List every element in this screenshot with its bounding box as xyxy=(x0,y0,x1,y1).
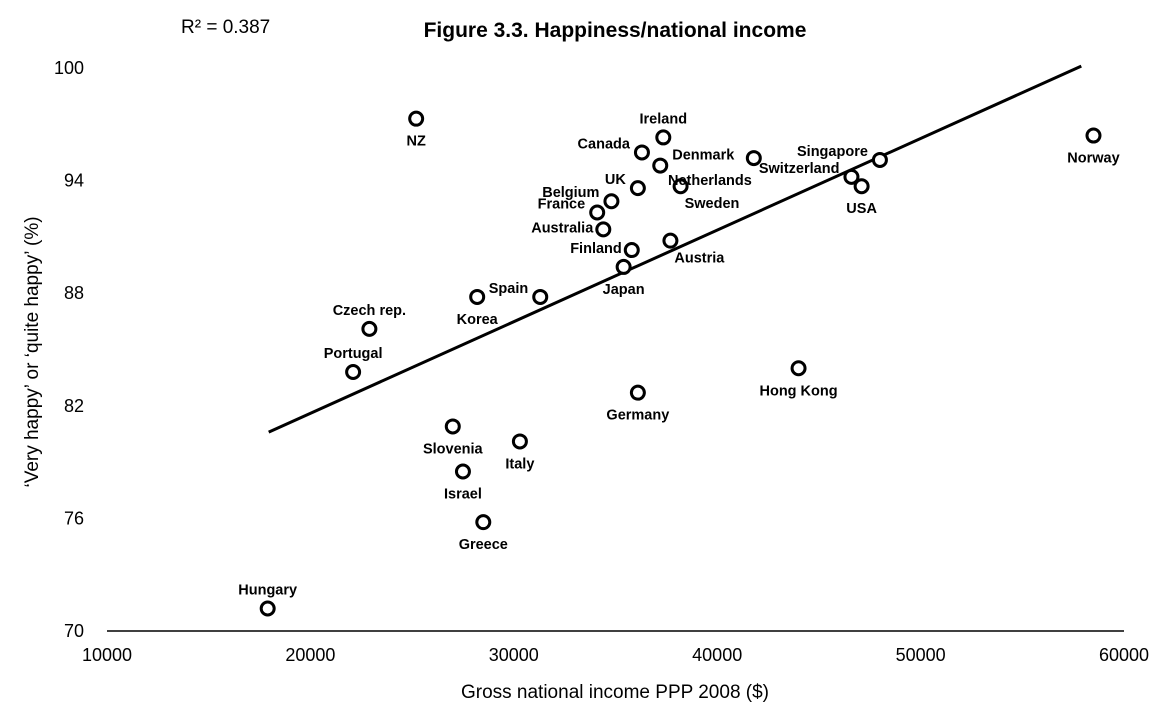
data-point xyxy=(629,384,646,401)
data-point xyxy=(871,151,888,168)
x-axis-label: Gross national income PPP 2008 ($) xyxy=(461,682,769,703)
x-tick-label: 50000 xyxy=(896,645,946,665)
x-tick-label: 20000 xyxy=(285,645,335,665)
x-tick-label: 40000 xyxy=(692,645,742,665)
data-point-label: Ireland xyxy=(640,111,688,127)
data-point xyxy=(672,178,689,195)
data-point xyxy=(1085,127,1102,144)
data-point xyxy=(615,258,632,275)
y-tick-label: 76 xyxy=(64,508,84,528)
data-point-label: Spain xyxy=(489,281,528,297)
data-point xyxy=(603,193,620,210)
r-squared-annotation: R² = 0.387 xyxy=(181,17,270,38)
data-point-labels: NZ Ireland Canada Denmark UK Sweden Netherland… xyxy=(238,111,1119,598)
data-point-label: Israel xyxy=(444,486,482,502)
data-point xyxy=(589,204,606,221)
data-point-label: Japan xyxy=(603,282,645,298)
y-axis-label: ‘Very happy’ or ‘quite happy’ (%) xyxy=(22,216,43,487)
data-point-label: Denmark xyxy=(672,148,735,164)
data-point-label: Norway xyxy=(1067,151,1119,167)
data-point xyxy=(444,418,461,435)
y-tick-label: 82 xyxy=(64,396,84,416)
y-tick-label: 88 xyxy=(64,283,84,303)
data-point xyxy=(623,242,640,259)
x-tick-label: 30000 xyxy=(489,645,539,665)
data-point-label: Portugal xyxy=(324,346,383,362)
data-point xyxy=(469,288,486,305)
data-points xyxy=(259,110,1102,617)
data-point-label: Australia xyxy=(531,220,594,236)
data-point-label: Greece xyxy=(459,537,508,553)
x-tick-label: 60000 xyxy=(1099,645,1149,665)
data-point xyxy=(259,600,276,617)
x-tick-labels: 10000 20000 30000 40000 50000 60000 xyxy=(82,645,1149,665)
y-tick-label: 70 xyxy=(64,621,84,641)
data-point xyxy=(361,320,378,337)
data-point-label: NZ xyxy=(406,134,425,150)
data-point xyxy=(662,232,679,249)
data-point xyxy=(655,129,672,146)
data-point-label: Sweden xyxy=(685,196,740,212)
data-point xyxy=(532,288,549,305)
data-point-label: Belgium xyxy=(542,185,599,201)
y-tick-label: 100 xyxy=(54,58,84,78)
trendline xyxy=(268,64,1082,434)
data-point xyxy=(511,433,528,450)
data-point-label: Singapore xyxy=(797,144,868,160)
data-point xyxy=(408,110,425,127)
data-point xyxy=(454,463,471,480)
data-point-label: Canada xyxy=(578,136,631,152)
x-tick-label: 10000 xyxy=(82,645,132,665)
data-point-label: Italy xyxy=(505,456,534,472)
data-point-label: Czech rep. xyxy=(333,303,406,319)
data-point-label: Hungary xyxy=(238,582,297,598)
data-point-label: Slovenia xyxy=(423,441,484,457)
data-point-label: Hong Kong xyxy=(759,383,837,399)
data-point xyxy=(652,157,669,174)
data-point xyxy=(595,221,612,238)
data-point-label: France xyxy=(538,197,586,213)
data-point-label: Korea xyxy=(457,312,499,328)
data-point xyxy=(843,168,860,185)
data-point xyxy=(633,144,650,161)
y-tick-label: 94 xyxy=(64,171,84,191)
data-point-label: Switzerland xyxy=(759,161,840,177)
data-point xyxy=(745,150,762,167)
data-point-label: Germany xyxy=(606,408,669,424)
data-point xyxy=(629,180,646,197)
data-point-label: USA xyxy=(846,201,877,217)
y-tick-labels: 70 76 82 88 94 100 xyxy=(54,58,84,641)
data-point-label: Netherlands xyxy=(668,173,752,189)
data-point-label: Austria xyxy=(674,251,725,267)
data-point xyxy=(853,178,870,195)
data-point xyxy=(790,360,807,377)
chart-title: Figure 3.3. Happiness/national income xyxy=(424,19,807,42)
data-point-label: UK xyxy=(605,172,626,188)
data-point-label: Finland xyxy=(570,241,622,257)
data-point xyxy=(475,514,492,531)
data-point xyxy=(345,364,362,381)
